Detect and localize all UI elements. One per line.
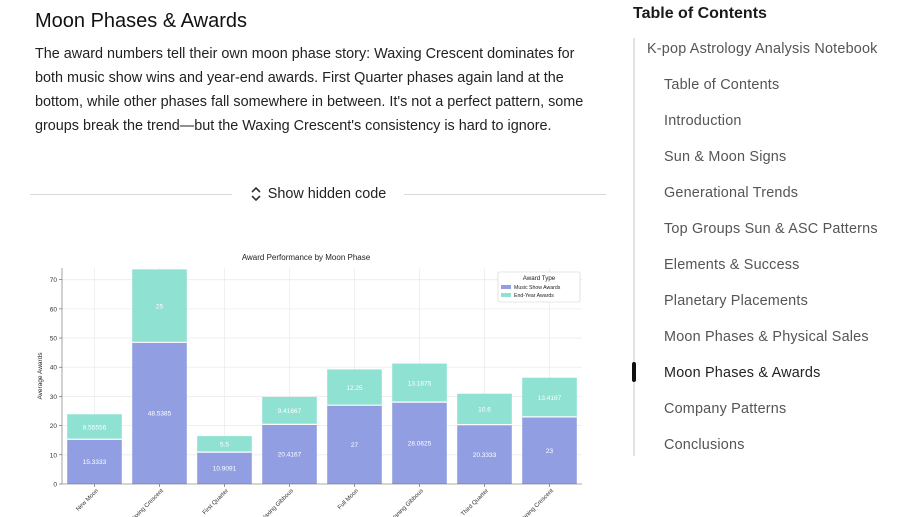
bar-end-year-awards: [132, 269, 187, 343]
toc-item[interactable]: Company Patterns: [664, 401, 787, 417]
toc-item[interactable]: Introduction: [664, 113, 742, 129]
toc-rail: [633, 38, 635, 456]
toc-item[interactable]: Elements & Success: [664, 257, 800, 273]
bar-value-label: 5.5: [220, 442, 229, 449]
y-tick-label: 10: [50, 452, 58, 459]
toc-active-indicator: [632, 362, 636, 382]
bar-end-year-awards: [327, 369, 382, 406]
bar-value-label: 15.3333: [83, 459, 107, 466]
x-tick-label: Waning Gibbous: [389, 488, 424, 517]
bar-value-label: 10.6: [478, 407, 491, 414]
legend-swatch: [501, 285, 511, 289]
bar-music-show-awards: [132, 342, 187, 484]
y-tick-label: 60: [50, 306, 58, 313]
toc-item[interactable]: Planetary Placements: [664, 293, 808, 309]
toc-item[interactable]: Generational Trends: [664, 185, 799, 201]
bar-value-label: 20.4167: [278, 452, 302, 459]
legend-box: [497, 271, 581, 303]
section-title: Moon Phases & Awards: [35, 10, 247, 32]
bar-music-show-awards: [67, 439, 122, 484]
main-content: Moon Phases & Awards The award numbers t…: [28, 10, 607, 517]
award-chart: 0 10 20 30 40 50 60 70 Award Performance by Moon…: [28, 246, 588, 517]
bar-end-year-awards: [392, 363, 447, 403]
bar-end-year-awards: [197, 436, 252, 453]
bar-end-year-awards: [262, 396, 317, 425]
award-chart-svg: 0 10 20 30 40 50 60 70 Award Performance by Moon…: [37, 253, 582, 517]
legend-title: Award Type: [523, 275, 556, 282]
chart-title: Award Performance by Moon Phase: [242, 253, 371, 262]
toc-item[interactable]: K-pop Astrology Analysis Notebook: [647, 41, 878, 57]
legend-swatch: [501, 293, 511, 297]
bar-value-label: 48.5385: [148, 411, 172, 418]
x-tick-label: New Moon: [75, 488, 100, 513]
bar-value-label: 27: [351, 442, 359, 449]
bar-value-label: 13.1875: [408, 380, 432, 387]
hidden-code-row: Show hidden code: [30, 180, 607, 208]
bar-value-label: 8.55556: [83, 424, 107, 431]
table-of-contents-sidebar: Table of Contents K-pop Astrology Analys…: [615, 0, 900, 517]
bar-music-show-awards: [197, 452, 252, 484]
bar-music-show-awards: [457, 424, 512, 484]
toc-item[interactable]: Moon Phases & Awards: [664, 365, 821, 381]
y-tick-label: 70: [50, 277, 58, 284]
x-tick-label: Third Quarter: [460, 488, 489, 517]
y-tick-label: 20: [50, 423, 58, 430]
divider-right: [404, 193, 607, 195]
y-tick-label: 30: [50, 394, 58, 401]
bar-music-show-awards: [392, 402, 447, 484]
bar-music-show-awards: [522, 416, 577, 484]
show-hidden-code-label: Show hidden code: [267, 186, 387, 202]
y-tick-label: 40: [50, 365, 58, 372]
toc-item[interactable]: Moon Phases & Physical Sales: [664, 329, 869, 345]
divider-left: [30, 193, 232, 195]
bar-value-label: 25: [156, 303, 164, 310]
bar-end-year-awards: [67, 414, 122, 440]
chevron-up-down-icon: [251, 187, 261, 201]
x-tick-label: Full Moon: [337, 488, 360, 511]
bar-value-label: 10.9091: [213, 466, 237, 473]
x-tick-label: Waning Crescent: [518, 488, 555, 517]
bar-value-label: 23: [546, 448, 554, 455]
y-tick-label: 0: [53, 482, 57, 489]
bar-end-year-awards: [457, 393, 512, 425]
bar-end-year-awards: [522, 377, 577, 417]
y-axis-label: Average Awards: [37, 352, 44, 400]
toc-item[interactable]: Conclusions: [664, 437, 745, 453]
legend-entry-label: End-Year Awards: [514, 293, 554, 299]
bar-value-label: 12.25: [346, 385, 363, 392]
toc-item[interactable]: Top Groups Sun & ASC Patterns: [664, 221, 878, 237]
bar-value-label: 20.3333: [473, 452, 497, 459]
bar-music-show-awards: [327, 405, 382, 484]
toc-list: K-pop Astrology Analysis Notebook Table o…: [615, 38, 900, 470]
bar-music-show-awards: [262, 424, 317, 484]
bar-value-label: 28.0625: [408, 441, 432, 448]
show-hidden-code-button[interactable]: Show hidden code: [232, 184, 404, 204]
toc-item[interactable]: Sun & Moon Signs: [664, 149, 787, 165]
x-tick-label: First Quarter: [202, 488, 230, 516]
x-tick-label: Waxing Crescent: [129, 488, 166, 517]
x-tick-label: Waxing Gibbous: [260, 488, 295, 517]
bar-value-label: 13.4167: [538, 395, 562, 402]
bar-value-label: 9.41667: [278, 408, 302, 415]
toc-heading: Table of Contents: [633, 5, 767, 22]
legend-entry-label: Music Show Awards: [514, 285, 561, 291]
y-tick-label: 50: [50, 336, 58, 343]
section-paragraph: The award numbers tell their own moon ph…: [35, 46, 584, 134]
toc-item[interactable]: Table of Contents: [664, 77, 780, 93]
